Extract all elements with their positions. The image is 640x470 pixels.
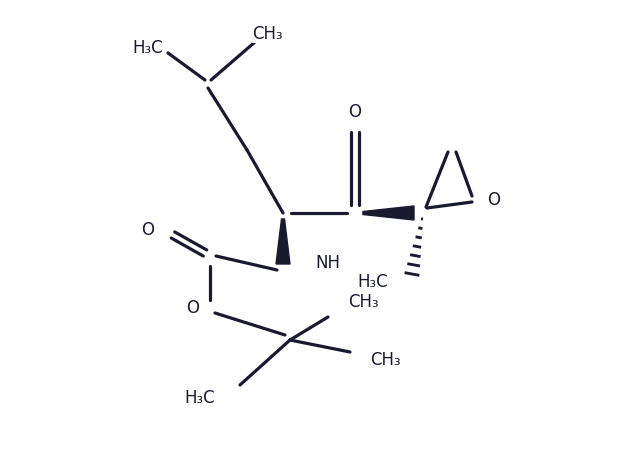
Text: O: O xyxy=(141,221,154,239)
Text: NH: NH xyxy=(315,254,340,272)
Text: CH₃: CH₃ xyxy=(252,25,282,43)
Text: O: O xyxy=(349,103,362,121)
Text: CH₃: CH₃ xyxy=(370,351,401,369)
Text: O: O xyxy=(487,191,500,209)
Text: H₃C: H₃C xyxy=(185,389,215,407)
Text: H₃C: H₃C xyxy=(132,39,163,57)
Text: O: O xyxy=(186,299,200,317)
Text: H₃C: H₃C xyxy=(357,273,388,291)
Polygon shape xyxy=(363,206,414,220)
Text: CH₃: CH₃ xyxy=(348,293,379,311)
Polygon shape xyxy=(276,219,290,264)
